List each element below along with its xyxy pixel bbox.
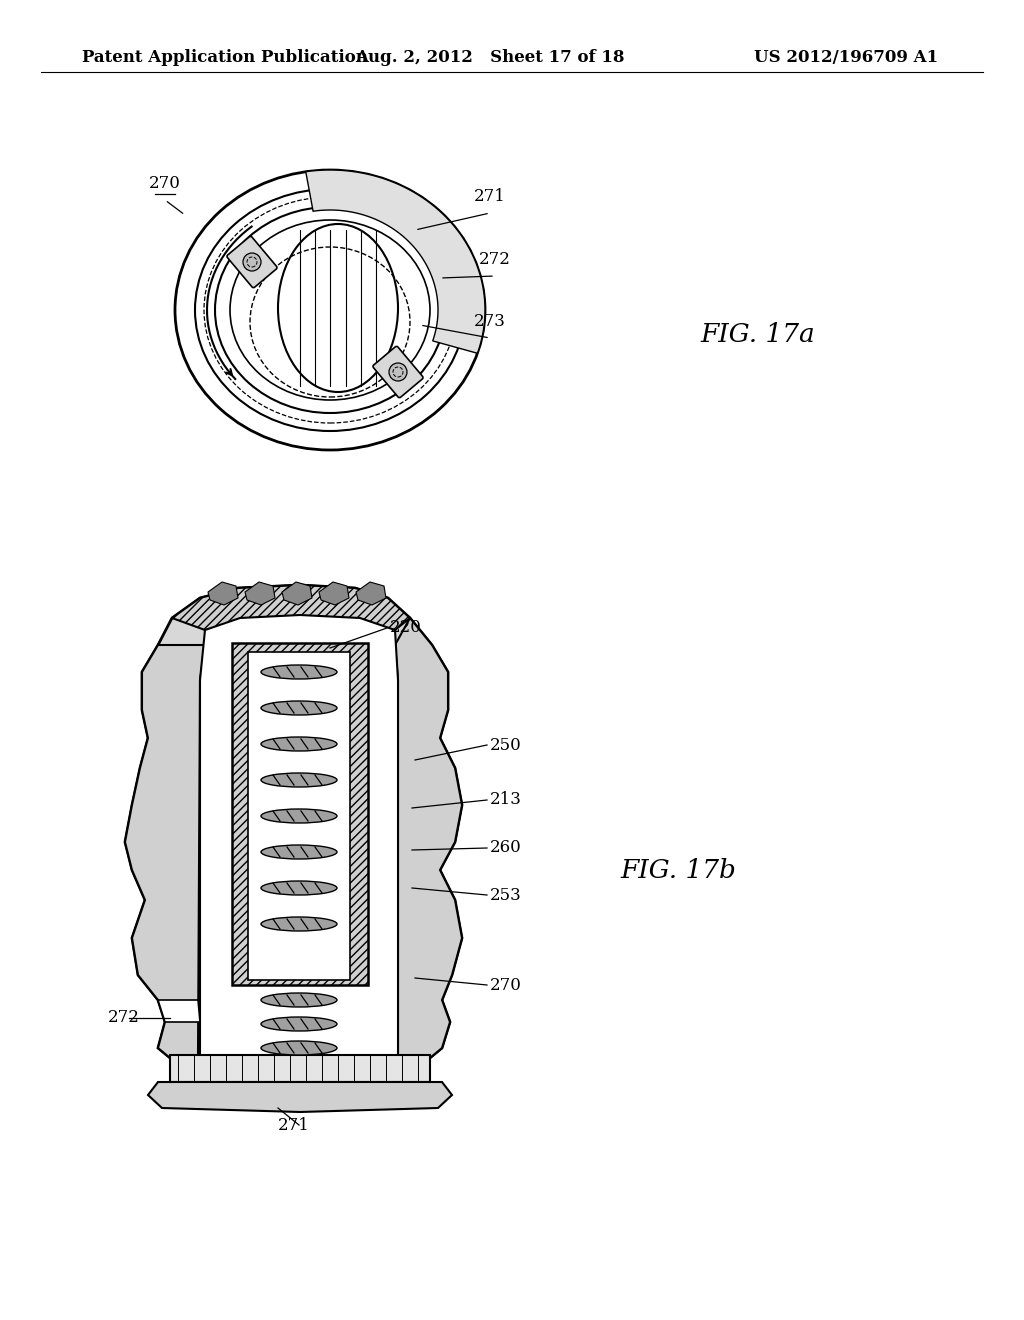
Polygon shape (395, 618, 462, 1063)
Ellipse shape (195, 189, 465, 432)
Text: 273: 273 (474, 313, 506, 330)
Polygon shape (319, 582, 349, 605)
Polygon shape (282, 582, 312, 605)
Polygon shape (356, 582, 386, 605)
Ellipse shape (278, 224, 398, 392)
Text: Patent Application Publication: Patent Application Publication (82, 49, 368, 66)
Text: FIG. 17a: FIG. 17a (700, 322, 815, 347)
Text: 253: 253 (490, 887, 522, 903)
Ellipse shape (261, 845, 337, 859)
Ellipse shape (261, 1016, 337, 1031)
FancyBboxPatch shape (227, 236, 278, 288)
Text: 271: 271 (474, 187, 506, 205)
Text: 250: 250 (490, 737, 522, 754)
Polygon shape (125, 585, 462, 1078)
Ellipse shape (261, 665, 337, 678)
Text: Aug. 2, 2012   Sheet 17 of 18: Aug. 2, 2012 Sheet 17 of 18 (355, 49, 625, 66)
Polygon shape (245, 582, 275, 605)
Polygon shape (170, 1055, 430, 1082)
Ellipse shape (261, 774, 337, 787)
Polygon shape (208, 582, 238, 605)
Text: 260: 260 (490, 840, 522, 857)
Ellipse shape (389, 363, 407, 381)
Ellipse shape (175, 170, 485, 450)
Ellipse shape (261, 880, 337, 895)
Ellipse shape (261, 701, 337, 715)
Ellipse shape (261, 917, 337, 931)
Ellipse shape (261, 1041, 337, 1055)
Ellipse shape (261, 737, 337, 751)
Text: 213: 213 (490, 792, 522, 808)
Ellipse shape (215, 207, 445, 413)
Polygon shape (248, 652, 350, 979)
Text: 272: 272 (479, 251, 511, 268)
Text: 272: 272 (108, 1010, 140, 1027)
Polygon shape (306, 170, 485, 354)
Text: 270: 270 (150, 176, 181, 191)
Ellipse shape (230, 220, 430, 400)
Ellipse shape (261, 809, 337, 822)
FancyBboxPatch shape (373, 346, 423, 397)
Polygon shape (232, 643, 368, 985)
Polygon shape (172, 585, 410, 630)
Ellipse shape (243, 253, 261, 271)
Polygon shape (148, 1082, 452, 1111)
Text: US 2012/196709 A1: US 2012/196709 A1 (754, 49, 938, 66)
Text: FIG. 17b: FIG. 17b (620, 858, 736, 883)
Polygon shape (200, 615, 398, 1072)
Text: 270: 270 (490, 977, 522, 994)
Text: 271: 271 (278, 1117, 310, 1134)
Ellipse shape (261, 993, 337, 1007)
Polygon shape (125, 645, 205, 1063)
Text: 220: 220 (390, 619, 422, 636)
Polygon shape (158, 1001, 200, 1022)
